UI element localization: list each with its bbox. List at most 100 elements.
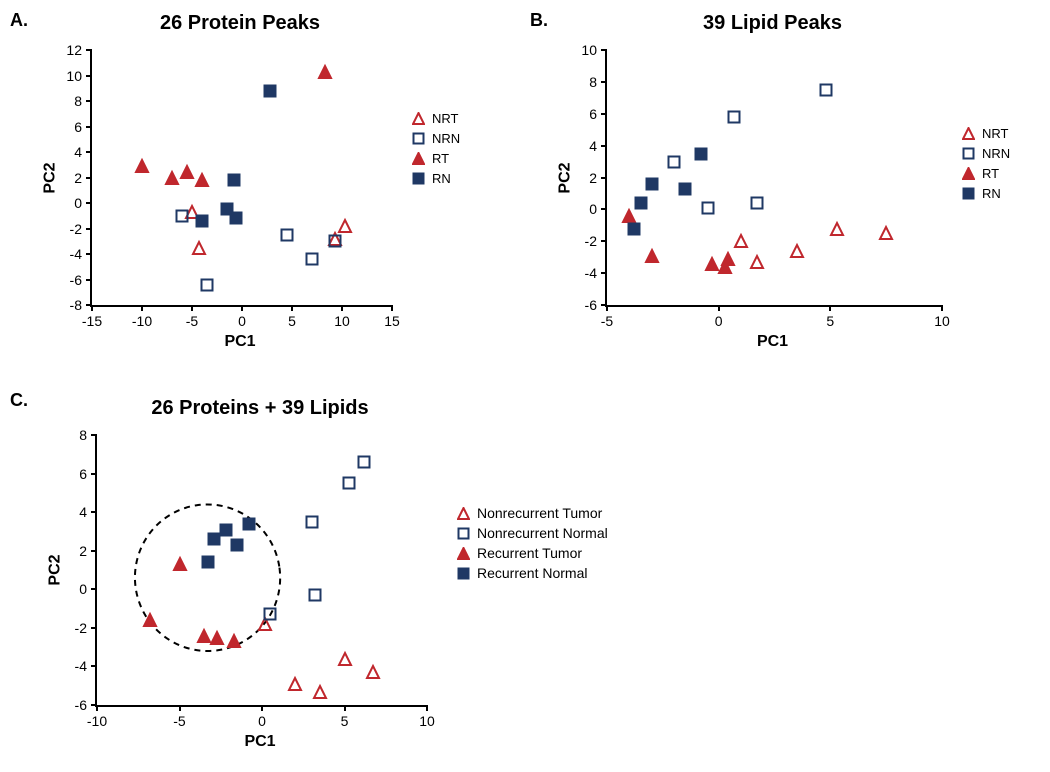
point-RN	[201, 555, 215, 569]
tick-y	[601, 49, 607, 51]
tick-label-y: 2	[589, 170, 597, 186]
axis-label-y: PC2	[47, 554, 65, 585]
legend-item-NRT: Nonrecurrent Tumor	[455, 505, 608, 521]
tick-x	[141, 305, 143, 311]
tick-label-x: 0	[258, 713, 266, 729]
point-RN	[645, 177, 659, 191]
point-NRN	[328, 234, 342, 248]
point-RN	[227, 173, 241, 187]
legend-label: RN	[982, 186, 1001, 201]
tick-y	[601, 177, 607, 179]
point-RN	[634, 196, 648, 210]
tick-y	[86, 151, 92, 153]
tick-label-y: 4	[589, 138, 597, 154]
point-NRT	[879, 226, 893, 240]
tick-x	[829, 305, 831, 311]
tick-y	[601, 81, 607, 83]
tick-x	[341, 305, 343, 311]
tick-label-x: 5	[826, 313, 834, 329]
point-NRN	[305, 515, 319, 529]
point-RT	[210, 631, 224, 645]
point-NRT	[750, 255, 764, 269]
point-RT	[227, 634, 241, 648]
triangle-icon	[455, 505, 471, 521]
legend-item-RT: RT	[960, 165, 1010, 181]
tick-y	[601, 272, 607, 274]
panel-title: 26 Protein Peaks	[90, 12, 390, 35]
tick-y	[86, 304, 92, 306]
legend-label: Recurrent Normal	[477, 565, 587, 581]
tick-y	[601, 304, 607, 306]
point-NRN	[263, 607, 277, 621]
point-NRN	[701, 201, 715, 215]
point-RT	[721, 252, 735, 266]
triangle-icon	[960, 125, 976, 141]
legend-label: Nonrecurrent Tumor	[477, 505, 602, 521]
axis-label-x: PC1	[757, 333, 788, 351]
point-RT	[318, 65, 332, 79]
point-RT	[165, 171, 179, 185]
legend: NRTNRNRTRN	[410, 110, 460, 190]
legend-item-NRN: NRN	[410, 130, 460, 146]
tick-label-y: 10	[66, 68, 82, 84]
tick-x	[291, 305, 293, 311]
legend-item-RN: RN	[960, 185, 1010, 201]
tick-label-y: 6	[74, 119, 82, 135]
point-NRT	[734, 234, 748, 248]
tick-label-y: 10	[581, 42, 597, 58]
point-NRT	[338, 219, 352, 233]
tick-label-x: 0	[715, 313, 723, 329]
tick-label-y: 8	[74, 93, 82, 109]
tick-label-x: 5	[288, 313, 296, 329]
triangle-icon	[960, 165, 976, 181]
point-RN	[195, 214, 209, 228]
point-RN	[230, 538, 244, 552]
figure: A.26 Protein Peaks-15-10-5051015-8-6-4-2…	[0, 0, 1050, 772]
tick-y	[91, 511, 97, 513]
tick-label-y: -6	[70, 272, 82, 288]
tick-y	[86, 177, 92, 179]
tick-y	[86, 228, 92, 230]
panel-B: B.39 Lipid Peaks-50510-6-4-20246810PC1PC…	[530, 5, 1040, 360]
point-NRN	[175, 209, 189, 223]
tick-y	[86, 279, 92, 281]
tick-y	[91, 627, 97, 629]
tick-label-y: 2	[74, 170, 82, 186]
point-RT	[143, 613, 157, 627]
legend-label: NRN	[432, 131, 460, 146]
tick-label-x: 15	[384, 313, 400, 329]
legend-label: NRT	[432, 111, 458, 126]
cluster-ellipse	[97, 435, 427, 705]
tick-y	[91, 434, 97, 436]
tick-label-y: -6	[585, 297, 597, 313]
point-NRT	[288, 677, 302, 691]
tick-label-y: 0	[589, 201, 597, 217]
tick-label-y: 12	[66, 42, 82, 58]
point-RN	[627, 222, 641, 236]
point-NRT	[338, 652, 352, 666]
legend-item-NRN: NRN	[960, 145, 1010, 161]
legend: NRTNRNRTRN	[960, 125, 1010, 205]
square-icon	[960, 145, 976, 161]
point-NRN	[727, 110, 741, 124]
axis-label-x: PC1	[244, 733, 275, 751]
tick-label-y: 4	[74, 144, 82, 160]
legend-label: Nonrecurrent Normal	[477, 525, 608, 541]
legend-item-RN: RN	[410, 170, 460, 186]
axis-label-x: PC1	[224, 333, 255, 351]
panel-title: 39 Lipid Peaks	[605, 12, 940, 35]
point-RN	[263, 84, 277, 98]
point-RT	[197, 629, 211, 643]
tick-label-y: 8	[589, 74, 597, 90]
point-NRN	[750, 196, 764, 210]
point-RN	[678, 182, 692, 196]
tick-y	[601, 145, 607, 147]
tick-y	[601, 240, 607, 242]
tick-label-y: -2	[70, 221, 82, 237]
tick-label-y: -2	[585, 233, 597, 249]
triangle-icon	[410, 150, 426, 166]
point-RT	[718, 260, 732, 274]
point-RT	[173, 557, 187, 571]
square-icon	[960, 185, 976, 201]
axis-label-y: PC2	[42, 162, 60, 193]
